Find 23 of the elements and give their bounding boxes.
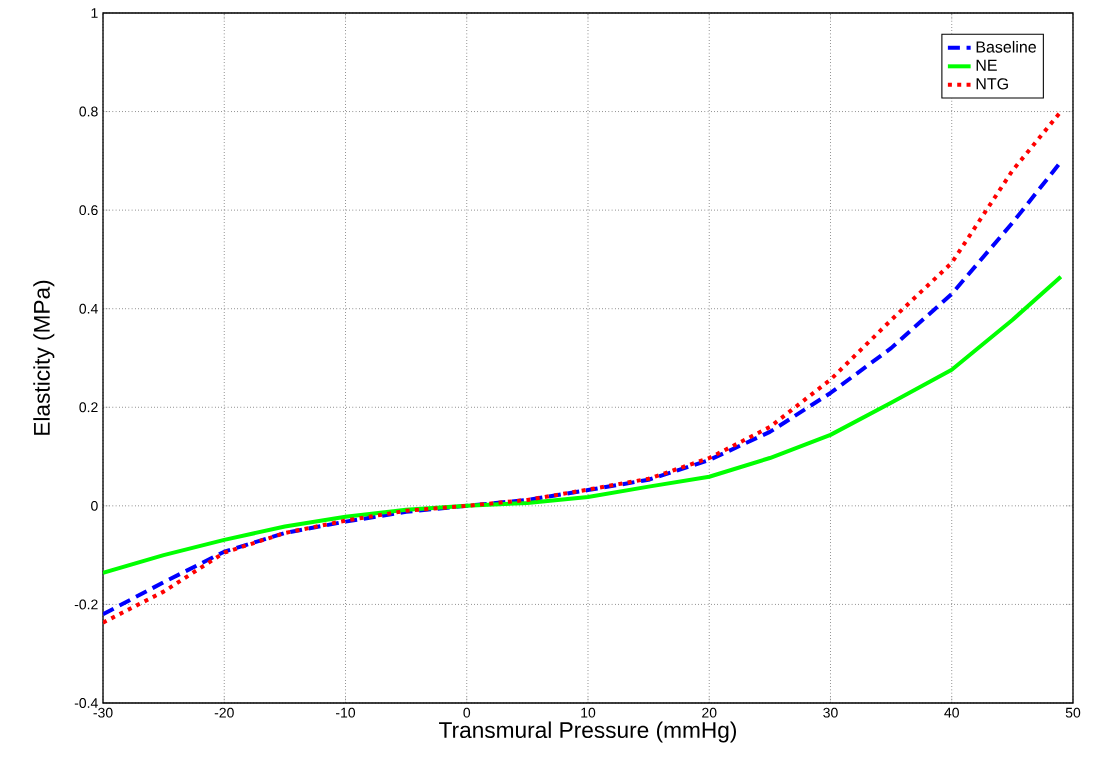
legend-label: NE [976, 59, 997, 71]
legend-label: NTG [976, 78, 1008, 90]
y-tick-label: 0.4 [79, 303, 98, 314]
x-tick-label: 50 [1065, 707, 1081, 718]
x-tick-label: -10 [336, 707, 356, 718]
x-tick-label: 0 [463, 707, 471, 718]
y-tick-label: 0.2 [79, 402, 98, 413]
line-series [103, 274, 1063, 575]
x-axis-title: Transmural Pressure (mmHg) [439, 721, 736, 743]
y-tick-label: 0 [91, 500, 98, 511]
x-tick-label: 30 [823, 707, 838, 718]
y-tick-label: -0.2 [74, 599, 98, 610]
y-tick-label: 0.8 [79, 106, 98, 117]
x-tick-label: 20 [702, 707, 717, 718]
x-tick-label: -20 [214, 707, 234, 718]
x-tick-label: 40 [944, 707, 959, 718]
y-tick-label: 1 [91, 8, 98, 18]
y-tick-label: -0.4 [74, 698, 98, 708]
y-axis-title: Elasticity (MPa) [33, 280, 55, 435]
x-tick-label: -30 [93, 707, 113, 718]
y-tick-label: 0.6 [79, 205, 98, 216]
x-tick-label: 10 [581, 707, 596, 718]
legend-label: Baseline [976, 40, 1036, 53]
